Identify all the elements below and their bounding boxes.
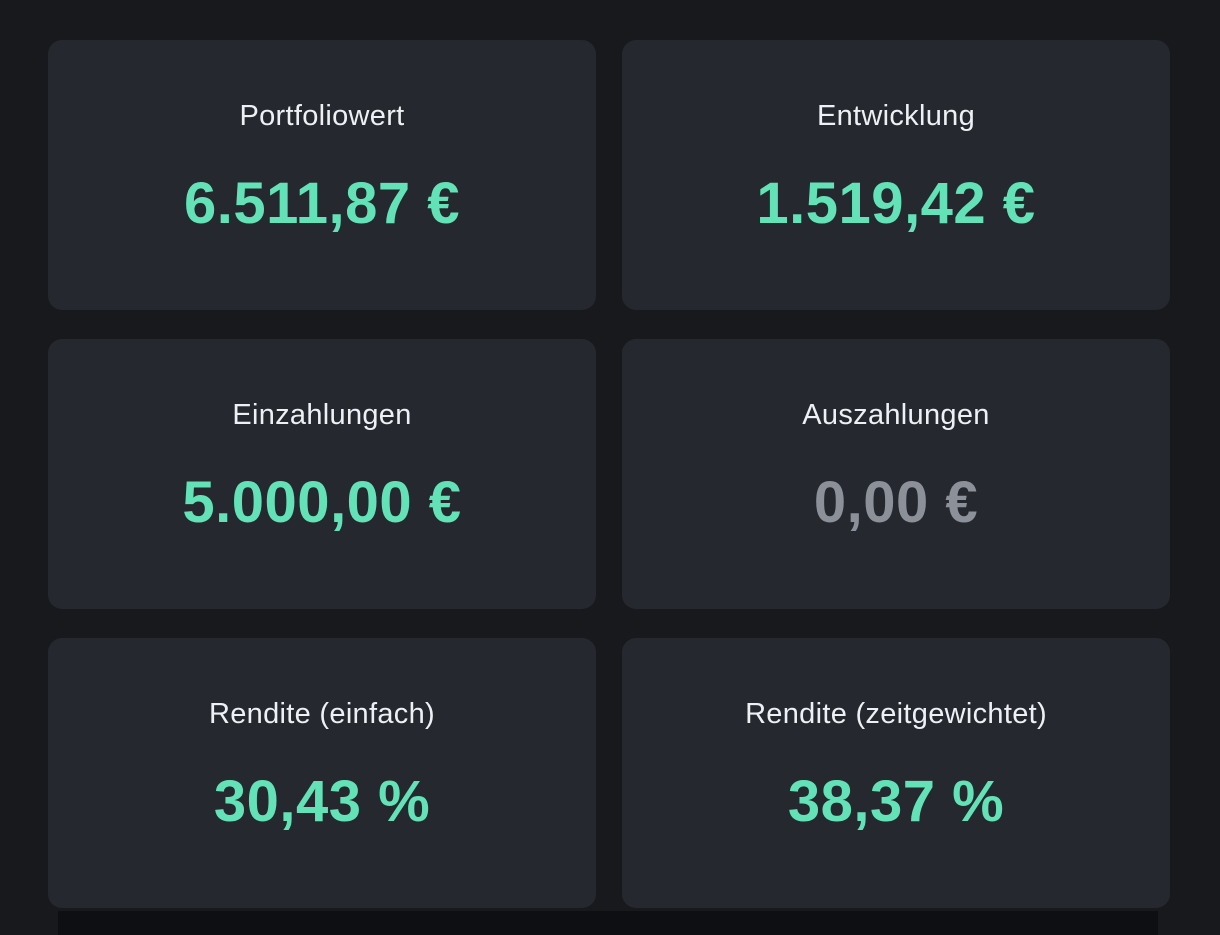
card-label: Rendite (einfach) <box>209 698 435 730</box>
card-deposits: Einzahlungen 5.000,00 € <box>48 339 596 609</box>
card-development: Entwicklung 1.519,42 € <box>622 40 1170 310</box>
card-value: 5.000,00 € <box>182 470 462 535</box>
card-label: Entwicklung <box>816 100 976 132</box>
card-portfolio-value: Portfoliowert 6.511,87 € <box>48 40 596 310</box>
card-label: Rendite (zeitgewichtet) <box>745 698 1047 730</box>
card-label: Einzahlungen <box>232 399 412 431</box>
card-value: 30,43 % <box>213 769 431 834</box>
card-value: 6.511,87 € <box>184 171 460 236</box>
stats-grid: Portfoliowert 6.511,87 € Entwicklung 1.5… <box>48 40 1170 908</box>
card-return-time-weighted: Rendite (zeitgewichtet) 38,37 % <box>622 638 1170 908</box>
next-card-partial <box>58 911 1158 935</box>
card-value: 38,37 % <box>787 769 1005 834</box>
card-label: Auszahlungen <box>802 399 990 431</box>
card-value: 0,00 € <box>813 470 979 535</box>
card-label: Portfoliowert <box>239 100 405 132</box>
card-withdrawals: Auszahlungen 0,00 € <box>622 339 1170 609</box>
card-value: 1.519,42 € <box>756 171 1036 236</box>
card-return-simple: Rendite (einfach) 30,43 % <box>48 638 596 908</box>
